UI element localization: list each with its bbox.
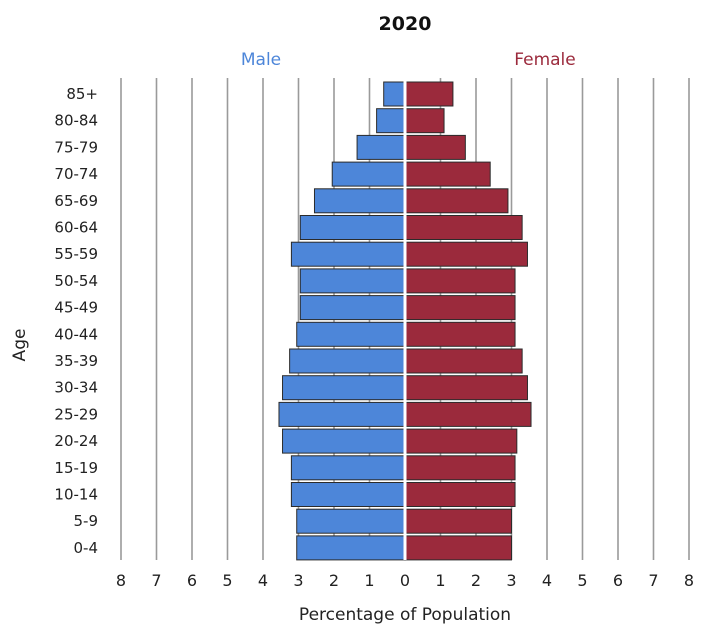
x-tick-label: 2 [329, 571, 339, 590]
female-bar-50-54 [404, 268, 516, 294]
female-bar-30-34 [404, 375, 528, 401]
x-tick-label: 5 [577, 571, 587, 590]
male-bar-15-19 [290, 455, 406, 481]
grid-layer [120, 78, 690, 560]
female-bar-20-24 [404, 428, 518, 454]
female-bar-35-39 [404, 348, 523, 374]
male-bar-65-69 [313, 188, 406, 214]
x-tick-label: 3 [506, 571, 516, 590]
legend-male: Male [241, 50, 281, 70]
category-label: 75-79 [54, 138, 98, 156]
x-tick-label: 0 [400, 571, 410, 590]
female-bar-80-84 [404, 108, 445, 134]
female-bar-70-74 [404, 161, 491, 187]
category-label: 60-64 [54, 219, 98, 237]
female-bar-65-69 [404, 188, 509, 214]
x-tick-label: 8 [116, 571, 126, 590]
legend-female: Female [514, 50, 575, 70]
female-bar-25-29 [404, 401, 532, 427]
category-label: 40-44 [54, 325, 98, 343]
category-label: 0-4 [74, 539, 99, 557]
x-tick-label: 1 [364, 571, 374, 590]
female-bar-60-64 [404, 215, 523, 240]
male-bar-70-74 [331, 161, 406, 187]
male-bar-10-14 [290, 482, 406, 507]
male-bar-35-39 [289, 348, 406, 374]
female-bar-10-14 [404, 482, 516, 507]
chart-title: 2020 [379, 13, 432, 35]
x-tick-label: 4 [542, 571, 552, 590]
y-axis-title: Age [10, 329, 30, 362]
male-bar-30-34 [282, 375, 406, 401]
category-label: 5-9 [74, 512, 99, 530]
category-label: 70-74 [54, 165, 98, 183]
female-bar-15-19 [404, 455, 516, 481]
category-label: 20-24 [54, 432, 98, 450]
x-tick-label: 2 [471, 571, 481, 590]
category-labels: 85+ 80-84 75-79 70-74 65-69 60-64 55-59 50-54 45… [54, 85, 98, 557]
x-tick-label: 7 [151, 571, 161, 590]
female-bar-75-79 [404, 134, 466, 160]
category-label: 55-59 [54, 245, 98, 263]
x-tick-labels: 8 7 6 5 4 3 2 1 0 1 2 3 4 5 6 7 8 [116, 571, 694, 590]
male-bar-20-24 [282, 428, 406, 454]
female-bar-5-9 [404, 508, 512, 534]
female-bar-55-59 [404, 241, 528, 267]
female-bar-0-4 [404, 535, 512, 561]
male-bar-55-59 [290, 241, 406, 267]
female-bar-40-44 [404, 321, 516, 347]
x-tick-label: 6 [187, 571, 197, 590]
x-tick-label: 5 [222, 571, 232, 590]
x-tick-label: 3 [293, 571, 303, 590]
male-bar-75-79 [356, 134, 406, 160]
male-bar-80-84 [376, 108, 406, 134]
category-label: 50-54 [54, 272, 98, 290]
category-label: 35-39 [54, 352, 98, 370]
male-bar-25-29 [278, 401, 406, 427]
category-label: 80-84 [54, 112, 98, 130]
female-bar-45-49 [404, 295, 516, 321]
female-bar-85+ [404, 81, 454, 107]
male-bar-50-54 [299, 268, 406, 294]
category-label: 85+ [66, 85, 98, 103]
male-bar-40-44 [296, 321, 406, 347]
x-tick-label: 8 [684, 571, 694, 590]
category-label: 45-49 [54, 299, 98, 317]
x-tick-label: 1 [435, 571, 445, 590]
male-bar-85+ [383, 81, 406, 107]
category-label: 15-19 [54, 459, 98, 477]
male-bar-60-64 [299, 215, 406, 240]
x-tick-label: 6 [613, 571, 623, 590]
bars-layer [278, 81, 532, 561]
male-bar-5-9 [296, 508, 406, 534]
category-label: 65-69 [54, 192, 98, 210]
male-bar-45-49 [299, 295, 406, 321]
x-axis-title: Percentage of Population [299, 605, 511, 625]
category-label: 30-34 [54, 379, 98, 397]
category-label: 25-29 [54, 405, 98, 423]
category-label: 10-14 [54, 486, 98, 504]
x-tick-label: 7 [648, 571, 658, 590]
male-bar-0-4 [296, 535, 406, 561]
x-tick-label: 4 [258, 571, 268, 590]
